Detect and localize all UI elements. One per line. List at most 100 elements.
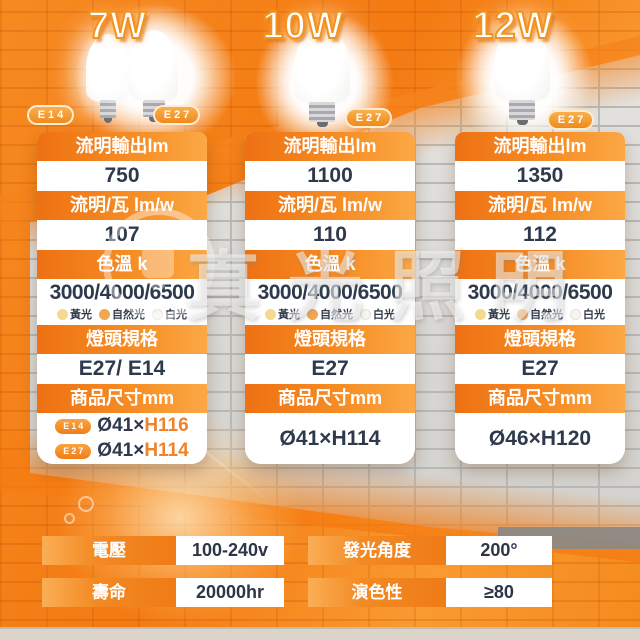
bulb-contact-tip	[316, 122, 328, 127]
white-light-dot-icon	[152, 308, 163, 320]
warm-light-dot-icon	[265, 308, 276, 320]
spec-header-cct: 色溫 k	[455, 250, 625, 279]
cct-legend: 黃光 自然光 白光	[455, 306, 625, 322]
bulb-screw-base	[509, 100, 535, 120]
spec-header-base: 燈頭規格	[37, 325, 207, 354]
legend-white: 白光	[152, 306, 187, 322]
voltage-label: 電壓	[42, 536, 176, 565]
spec-header-efficacy: 流明/瓦 lm/w	[37, 191, 207, 220]
legend-white: 白光	[360, 306, 395, 322]
size-height: H114	[144, 440, 189, 461]
spec-header-size: 商品尺寸mm	[37, 384, 207, 413]
wattage-title-10w: 10W	[261, 4, 344, 48]
legend-label: 自然光	[112, 309, 145, 321]
spec-header-efficacy: 流明/瓦 lm/w	[455, 191, 625, 220]
spec-header-cct: 色溫 k	[37, 250, 207, 279]
cct-values: 3000/4000/6500	[467, 281, 613, 304]
legend-label: 黃光	[70, 309, 92, 321]
size-badge-e14: E14	[55, 418, 92, 434]
beam-angle-value: 200°	[446, 536, 552, 565]
spec-value-base: E27	[455, 354, 625, 384]
wattage-title-12w: 12W	[471, 4, 554, 48]
spec-header-lumen: 流明輸出lm	[245, 132, 415, 161]
beam-angle-label: 發光角度	[308, 536, 446, 565]
legend-label: 白光	[165, 309, 187, 321]
legend-warm: 黃光	[265, 306, 300, 322]
spec-value-cct-block: 3000/4000/6500 黃光 自然光 白光	[245, 279, 415, 325]
spec-value-cct-block: 3000/4000/6500 黃光 自然光 白光	[37, 279, 207, 325]
spec-header-size: 商品尺寸mm	[455, 384, 625, 413]
spec-header-cct: 色溫 k	[245, 250, 415, 279]
bulb-screw-base	[309, 102, 335, 122]
spec-card-7w: 流明輸出lm 750 流明/瓦 lm/w 107 色溫 k 3000/4000/…	[37, 132, 207, 464]
spec-value-base: E27/ E14	[37, 354, 207, 384]
lifespan-label: 壽命	[42, 578, 176, 607]
spec-value-size-block: Ø41×H114	[245, 413, 415, 464]
white-light-dot-icon	[570, 308, 581, 320]
cct-legend: 黃光 自然光 白光	[37, 306, 207, 322]
cct-values: 3000/4000/6500	[49, 281, 195, 304]
spec-value-lumen: 1350	[455, 161, 625, 191]
voltage-value: 100-240v	[176, 536, 284, 565]
legend-natural: 自然光	[99, 306, 145, 322]
base-badge-e27: E27	[547, 110, 594, 130]
wattage-title-7w: 7W	[87, 4, 147, 48]
white-light-dot-icon	[360, 308, 371, 320]
legend-warm: 黃光	[475, 306, 510, 322]
spec-card-12w: 流明輸出lm 1350 流明/瓦 lm/w 112 色溫 k 3000/4000…	[455, 132, 625, 464]
lifespan-value: 20000hr	[176, 578, 284, 607]
legend-natural: 自然光	[307, 306, 353, 322]
size-badge-e27: E27	[55, 443, 92, 459]
lens-flare-ring	[78, 496, 94, 512]
size-dimensions: Ø41×H114	[97, 440, 188, 462]
spec-value-size-block: E14 Ø41×H116 E27 Ø41×H114	[37, 413, 207, 464]
bulb-7w-e14-image	[86, 34, 130, 123]
cct-legend: 黃光 自然光 白光	[245, 306, 415, 322]
spec-header-lumen: 流明輸出lm	[455, 132, 625, 161]
legend-label: 自然光	[530, 309, 563, 321]
spec-value-cct-block: 3000/4000/6500 黃光 自然光 白光	[455, 279, 625, 325]
size-dimensions: Ø41×H114	[279, 426, 381, 450]
bulb-body	[494, 26, 550, 102]
size-diameter: Ø41×	[97, 415, 145, 436]
size-dimensions: Ø46×H120	[488, 426, 592, 450]
bulb-contact-tip	[516, 120, 528, 125]
lens-flare-ring	[64, 513, 75, 524]
spec-value-base: E27	[245, 354, 415, 384]
natural-light-dot-icon	[307, 308, 318, 320]
bulb-contact-tip	[104, 118, 112, 123]
size-diameter: Ø41×	[97, 440, 145, 461]
warm-light-dot-icon	[475, 308, 486, 320]
size-row-e14: E14 Ø41×H116	[37, 414, 207, 438]
cri-value: ≥80	[446, 578, 552, 607]
legend-label: 黃光	[488, 309, 510, 321]
legend-label: 白光	[583, 309, 605, 321]
spec-card-10w: 流明輸出lm 1100 流明/瓦 lm/w 110 色溫 k 3000/4000…	[245, 132, 415, 464]
spec-value-efficacy: 110	[245, 220, 415, 250]
bulb-body	[86, 34, 130, 102]
bulb-7w-e27-image	[130, 30, 178, 122]
legend-label: 黃光	[278, 309, 300, 321]
bulb-body	[294, 28, 350, 104]
base-badge-e14: E14	[27, 105, 74, 125]
spec-header-lumen: 流明輸出lm	[37, 132, 207, 161]
cct-values: 3000/4000/6500	[257, 281, 403, 304]
legend-natural: 自然光	[517, 306, 563, 322]
spec-header-base: 燈頭規格	[455, 325, 625, 354]
size-dimensions: Ø41×H116	[97, 415, 188, 437]
base-badge-e27: E27	[345, 108, 392, 128]
natural-light-dot-icon	[99, 308, 110, 320]
spec-header-size: 商品尺寸mm	[245, 384, 415, 413]
spec-header-base: 燈頭規格	[245, 325, 415, 354]
legend-label: 白光	[373, 309, 395, 321]
spec-value-size-block: Ø46×H120	[455, 413, 625, 464]
bulb-screw-base	[100, 100, 116, 118]
spec-value-lumen: 1100	[245, 161, 415, 191]
spec-value-lumen: 750	[37, 161, 207, 191]
natural-light-dot-icon	[517, 308, 528, 320]
legend-label: 自然光	[320, 309, 353, 321]
cri-label: 演色性	[308, 578, 446, 607]
size-height: H116	[144, 415, 189, 436]
bulb-12w-e27-image	[494, 26, 550, 125]
